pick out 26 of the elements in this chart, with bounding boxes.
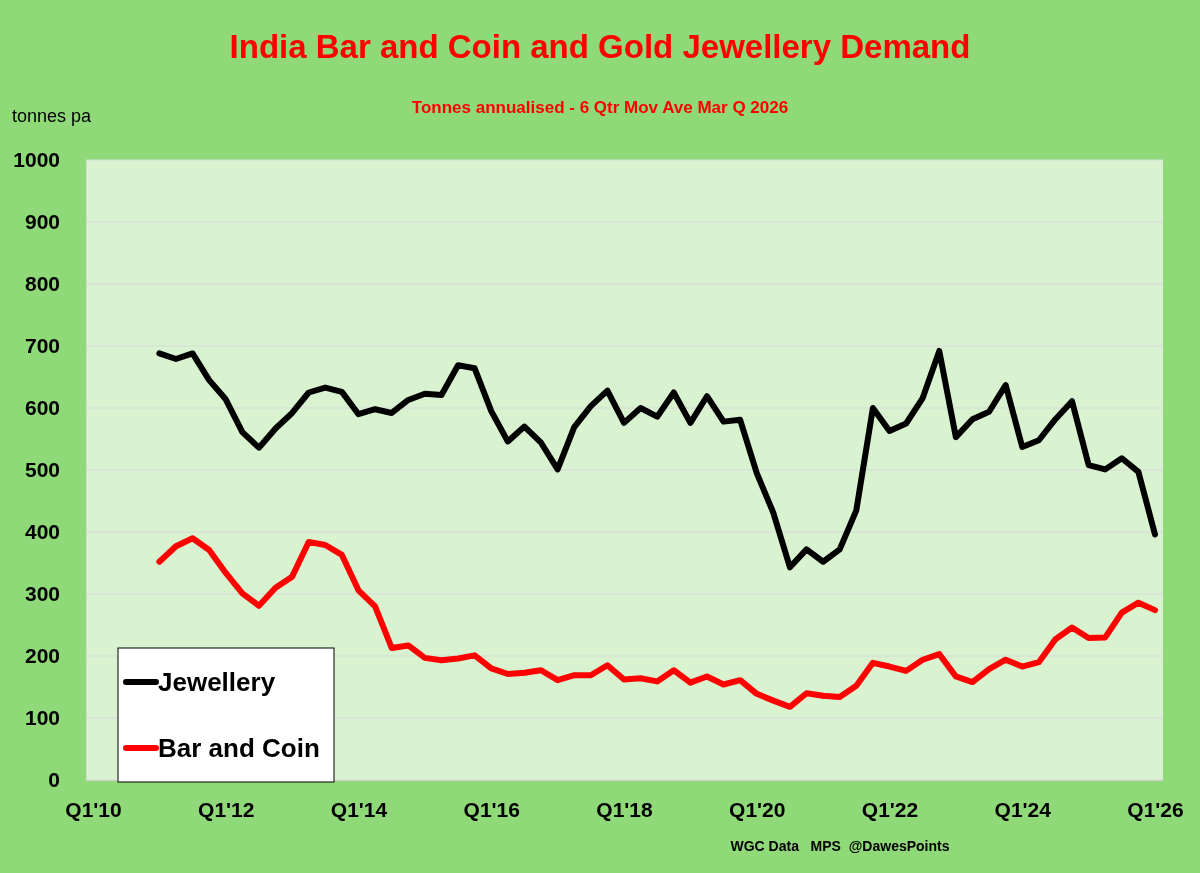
chart-subtitle: Tonnes annualised - 6 Qtr Mov Ave Mar Q 2026 (411, 98, 789, 117)
y-tick-label: 800 (24, 272, 60, 296)
legend-label: Jewellery (158, 667, 276, 697)
x-tick-label: Q1'12 (198, 797, 255, 821)
x-tick-label: Q1'24 (994, 797, 1052, 821)
x-tick-label: Q1'20 (729, 797, 786, 821)
x-tick-label: Q1'18 (596, 797, 653, 821)
y-tick-label: 300 (24, 582, 60, 606)
x-tick-label: Q1'16 (463, 797, 520, 821)
x-tick-label: Q1'14 (330, 797, 388, 821)
x-tick-label: Q1'22 (861, 797, 919, 821)
y-tick-label: 200 (24, 644, 60, 668)
y-tick-label: 900 (24, 210, 60, 234)
x-tick-label: Q1'10 (65, 797, 122, 821)
y-tick-label: 600 (24, 396, 60, 420)
y-tick-label: 700 (24, 334, 60, 358)
legend-label: Bar and Coin (158, 733, 320, 763)
x-tick-label: Q1'26 (1127, 797, 1184, 821)
y-tick-label: 500 (24, 458, 60, 482)
y-tick-label: 0 (48, 768, 60, 792)
y-tick-label: 400 (24, 520, 60, 544)
chart-title: India Bar and Coin and Gold Jewellery Demand (229, 28, 971, 65)
y-tick-label: 1000 (13, 148, 60, 172)
text: WGC Data MPS @DawesPoints (730, 838, 950, 854)
y-tick-label: 100 (24, 706, 60, 730)
y-axis-title: tonnes pa (12, 106, 93, 126)
